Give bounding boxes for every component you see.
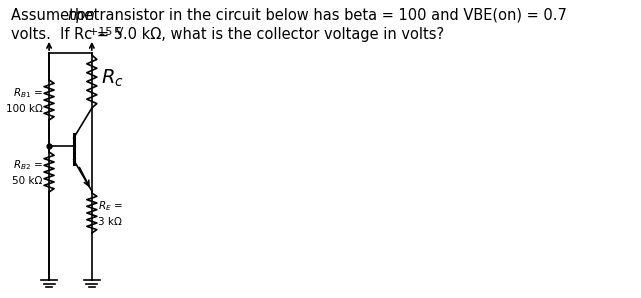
Text: 50 kΩ: 50 kΩ <box>12 176 43 186</box>
Text: $R_c$: $R_c$ <box>101 68 124 89</box>
Text: $R_{B1}$ =: $R_{B1}$ = <box>13 86 43 100</box>
Text: +15 V: +15 V <box>89 27 124 37</box>
Text: Assumethe: Assumethe <box>11 8 97 23</box>
Text: volts.  If Rc = 5.0 kΩ, what is the collector voltage in volts?: volts. If Rc = 5.0 kΩ, what is the colle… <box>11 27 444 42</box>
Text: npn: npn <box>68 8 96 23</box>
Text: 3 kΩ: 3 kΩ <box>98 217 122 227</box>
Text: $R_E$ =: $R_E$ = <box>98 199 123 213</box>
Text: $R_{B2}$ =: $R_{B2}$ = <box>13 158 43 172</box>
Text: 100 kΩ: 100 kΩ <box>6 104 43 114</box>
Text: transistor in the circuit below has beta = 100 and VBE(on) = 0.7: transistor in the circuit below has beta… <box>89 8 567 23</box>
